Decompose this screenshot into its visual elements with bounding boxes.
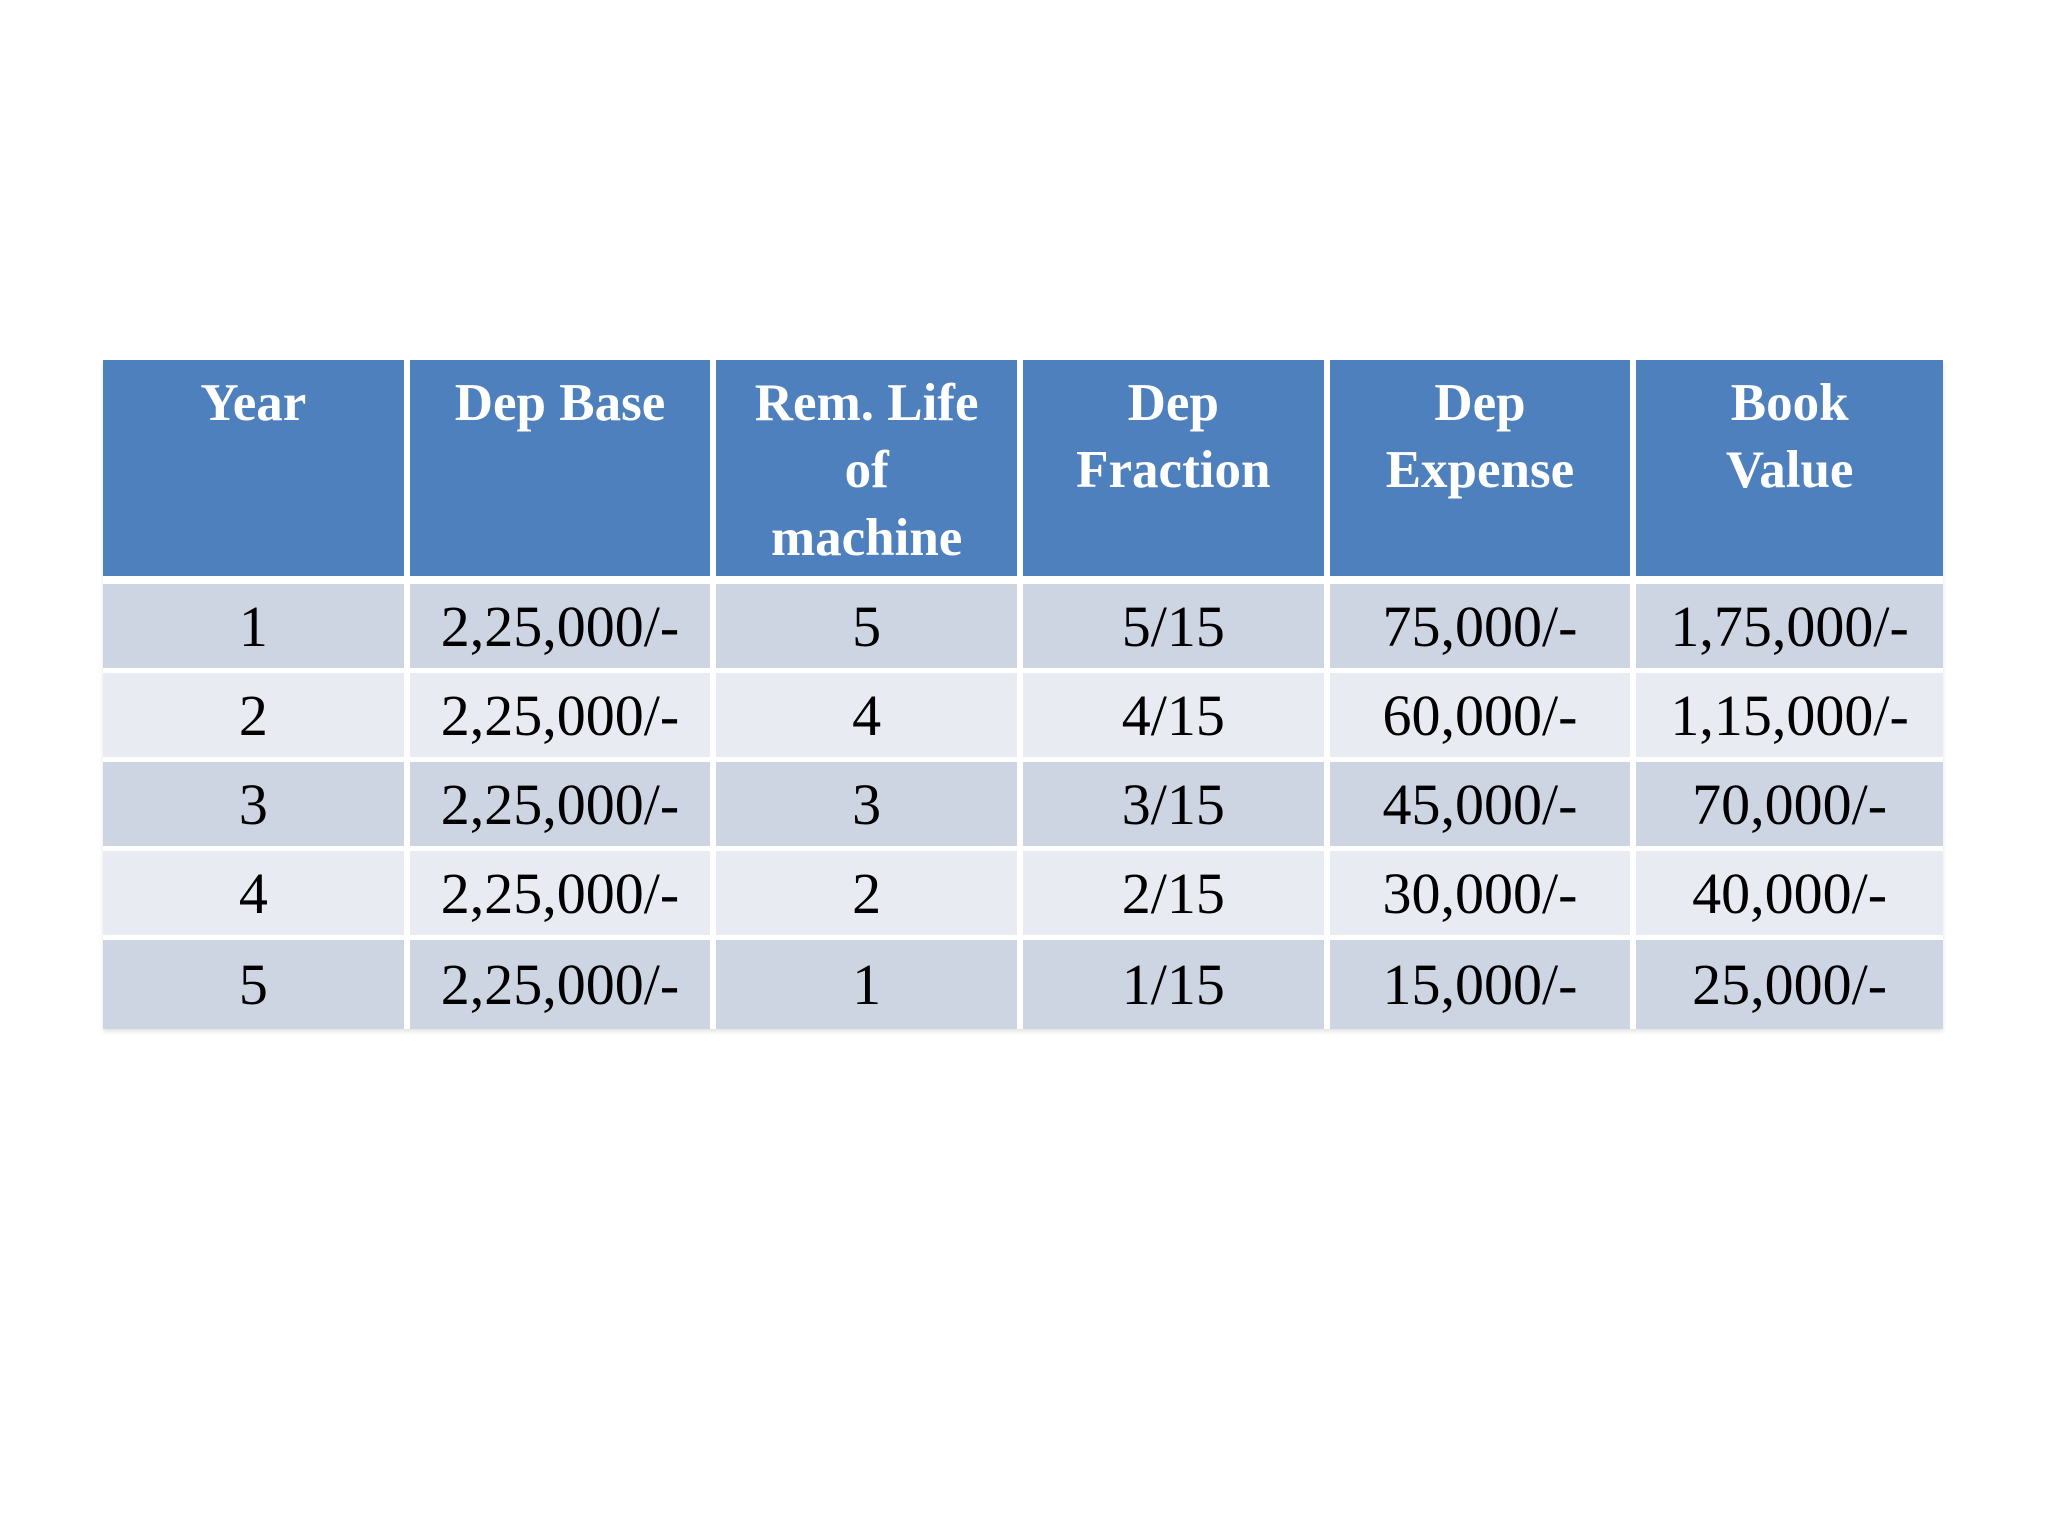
- table-cell: 1: [716, 940, 1023, 1029]
- table-cell: 45,000/-: [1329, 762, 1637, 851]
- table-row: 1 2,25,000/- 5 5/15 75,000/- 1,75,000/-: [103, 584, 1943, 673]
- table-cell: 75,000/-: [1329, 584, 1637, 673]
- table-cell: 2: [103, 673, 410, 762]
- table-cell: 1,15,000/-: [1636, 673, 1943, 762]
- table-cell: 40,000/-: [1636, 851, 1943, 940]
- table-cell: 70,000/-: [1636, 762, 1943, 851]
- table-cell: 2,25,000/-: [409, 762, 717, 851]
- table-cell: 3: [716, 762, 1023, 851]
- table-cell: 2,25,000/-: [409, 673, 717, 762]
- table-cell: 3: [103, 762, 410, 851]
- table-cell: 5: [716, 584, 1023, 673]
- table-row: 5 2,25,000/- 1 1/15 15,000/- 25,000/-: [103, 940, 1943, 1029]
- table-cell: 2: [716, 851, 1023, 940]
- table-cell: 4: [103, 851, 410, 940]
- table-cell: 3/15: [1022, 762, 1330, 851]
- column-header: Year: [103, 360, 410, 584]
- table-cell: 15,000/-: [1329, 940, 1637, 1029]
- table-cell: 2/15: [1022, 851, 1330, 940]
- depreciation-table: Year Dep Base Rem. Life of machine Dep Frac…: [103, 360, 1943, 1029]
- table-cell: 4/15: [1022, 673, 1330, 762]
- table-cell: 5: [103, 940, 410, 1029]
- table-cell: 2,25,000/-: [409, 584, 717, 673]
- column-header: Rem. Life of machine: [716, 360, 1023, 584]
- table-cell: 1/15: [1022, 940, 1330, 1029]
- table-cell: 60,000/-: [1329, 673, 1637, 762]
- table-row: 4 2,25,000/- 2 2/15 30,000/- 40,000/-: [103, 851, 1943, 940]
- column-header: Dep Fraction: [1022, 360, 1330, 584]
- table-cell: 25,000/-: [1636, 940, 1943, 1029]
- table-cell: 30,000/-: [1329, 851, 1637, 940]
- table-cell: 1: [103, 584, 410, 673]
- table-cell: 4: [716, 673, 1023, 762]
- table-cell: 2,25,000/-: [409, 851, 717, 940]
- column-header: Dep Expense: [1329, 360, 1637, 584]
- table-cell: 1,75,000/-: [1636, 584, 1943, 673]
- table-row: 2 2,25,000/- 4 4/15 60,000/- 1,15,000/-: [103, 673, 1943, 762]
- table-header-row: Year Dep Base Rem. Life of machine Dep Frac…: [103, 360, 1943, 584]
- table-row: 3 2,25,000/- 3 3/15 45,000/- 70,000/-: [103, 762, 1943, 851]
- column-header: Dep Base: [409, 360, 717, 584]
- table-cell: 5/15: [1022, 584, 1330, 673]
- column-header: Book Value: [1636, 360, 1943, 584]
- table-cell: 2,25,000/-: [409, 940, 717, 1029]
